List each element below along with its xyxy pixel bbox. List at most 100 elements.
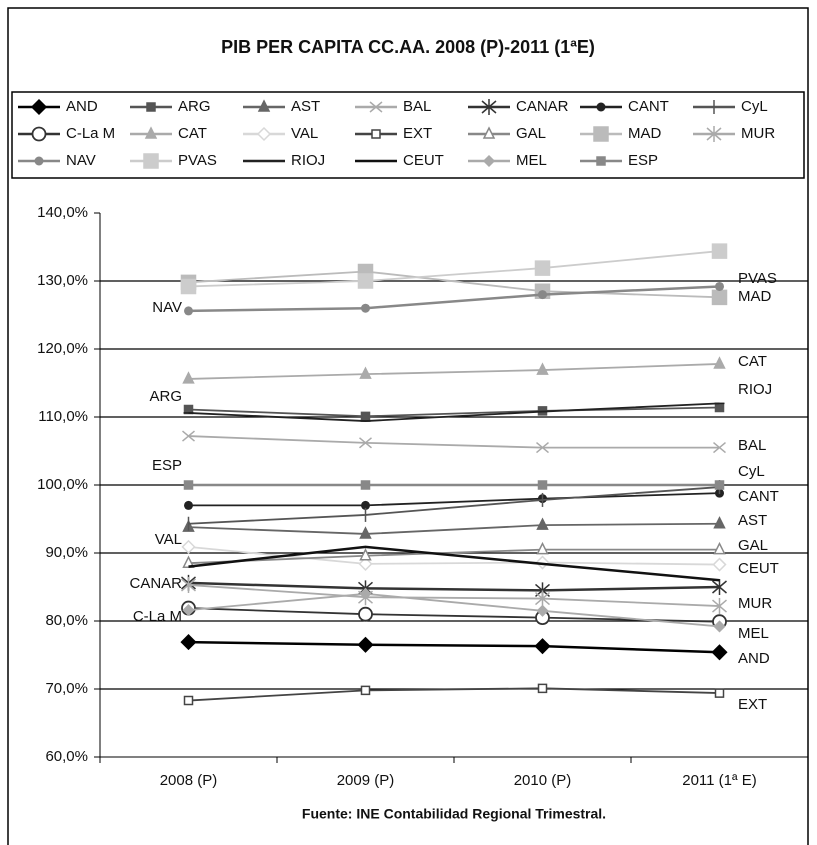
marker bbox=[536, 442, 549, 454]
x-tick-label: 2010 (P) bbox=[514, 772, 572, 789]
marker bbox=[535, 555, 550, 570]
marker bbox=[182, 604, 195, 617]
series-line bbox=[188, 270, 720, 299]
legend-label: MAD bbox=[628, 125, 662, 142]
y-tick-label: 70,0% bbox=[45, 680, 88, 697]
marker bbox=[537, 683, 548, 694]
series-label: EXT bbox=[738, 696, 767, 713]
series-label: MUR bbox=[738, 595, 772, 612]
series-line bbox=[188, 545, 720, 582]
marker bbox=[183, 695, 194, 706]
marker bbox=[371, 129, 381, 139]
marker bbox=[706, 126, 722, 142]
marker bbox=[30, 98, 48, 116]
legend-label: GAL bbox=[516, 125, 546, 142]
marker bbox=[535, 590, 550, 607]
series-line bbox=[188, 592, 720, 628]
legend-label: VAL bbox=[291, 125, 318, 142]
marker bbox=[360, 480, 371, 490]
marker bbox=[596, 102, 606, 112]
marker bbox=[182, 555, 195, 568]
series-line bbox=[188, 581, 720, 592]
legend-label: ARG bbox=[178, 98, 211, 115]
y-tick-label: 140,0% bbox=[37, 204, 88, 221]
series-line bbox=[188, 545, 720, 566]
legend-label: C-La M bbox=[66, 125, 115, 142]
y-tick-label: 100,0% bbox=[37, 476, 88, 493]
series-line bbox=[188, 492, 720, 507]
series-label: PVAS bbox=[738, 270, 777, 287]
marker bbox=[34, 156, 44, 166]
marker bbox=[537, 480, 548, 490]
series-label: CANAR bbox=[129, 575, 182, 592]
series-label: CyL bbox=[738, 463, 765, 480]
marker bbox=[357, 273, 374, 289]
marker bbox=[184, 306, 193, 316]
series-label: AND bbox=[738, 650, 770, 667]
series-line bbox=[188, 687, 720, 702]
legend-label: CyL bbox=[741, 98, 768, 115]
marker bbox=[713, 620, 726, 633]
series-label: CANT bbox=[738, 488, 779, 505]
legend-label: EXT bbox=[403, 125, 432, 142]
x-tick-label: 2009 (P) bbox=[337, 772, 395, 789]
y-tick-label: 130,0% bbox=[37, 272, 88, 289]
series-label: CEUT bbox=[738, 560, 779, 577]
legend-label: BAL bbox=[403, 98, 431, 115]
marker bbox=[144, 126, 158, 139]
legend-label: CEUT bbox=[403, 152, 444, 169]
marker bbox=[182, 430, 195, 442]
marker bbox=[31, 126, 47, 142]
marker bbox=[359, 587, 372, 600]
series-line bbox=[188, 607, 720, 623]
series-label: MEL bbox=[738, 625, 769, 642]
series-label: C-La M bbox=[133, 608, 182, 625]
marker bbox=[360, 685, 371, 696]
marker bbox=[182, 371, 195, 384]
series-label: ESP bbox=[152, 457, 182, 474]
marker bbox=[184, 500, 193, 510]
legend-label: MUR bbox=[741, 125, 775, 142]
series-line bbox=[188, 406, 720, 418]
legend-label: AND bbox=[66, 98, 98, 115]
series-line bbox=[188, 486, 720, 525]
marker bbox=[358, 556, 373, 571]
series-line bbox=[188, 363, 720, 380]
series-line bbox=[188, 435, 720, 449]
series-label: MAD bbox=[738, 288, 772, 305]
marker bbox=[183, 480, 194, 490]
series-line bbox=[188, 285, 720, 313]
marker bbox=[712, 598, 727, 615]
marker bbox=[714, 688, 725, 698]
marker bbox=[359, 437, 372, 449]
y-tick-label: 90,0% bbox=[45, 544, 88, 561]
series-label: RIOJ bbox=[738, 381, 772, 398]
marker bbox=[257, 99, 271, 112]
marker bbox=[181, 539, 196, 554]
marker bbox=[180, 278, 197, 295]
marker bbox=[359, 366, 372, 379]
marker bbox=[357, 636, 374, 653]
marker bbox=[593, 126, 609, 142]
marker bbox=[482, 154, 496, 168]
series-label: AST bbox=[738, 512, 767, 529]
marker bbox=[714, 480, 725, 490]
marker bbox=[359, 526, 372, 539]
series-label: BAL bbox=[738, 437, 766, 454]
marker bbox=[143, 153, 159, 169]
marker bbox=[712, 579, 727, 595]
marker bbox=[536, 541, 549, 555]
marker bbox=[711, 243, 728, 259]
legend-label: ESP bbox=[628, 152, 658, 169]
legend-label: MEL bbox=[516, 152, 547, 169]
marker bbox=[361, 500, 370, 510]
marker bbox=[596, 156, 606, 166]
marker bbox=[711, 644, 728, 661]
marker bbox=[538, 290, 547, 300]
marker bbox=[713, 516, 726, 529]
series-label: GAL bbox=[738, 537, 768, 554]
legend-label: PVAS bbox=[178, 152, 217, 169]
frame bbox=[7, 7, 809, 845]
series-line bbox=[188, 402, 720, 422]
legend-label: RIOJ bbox=[291, 152, 325, 169]
